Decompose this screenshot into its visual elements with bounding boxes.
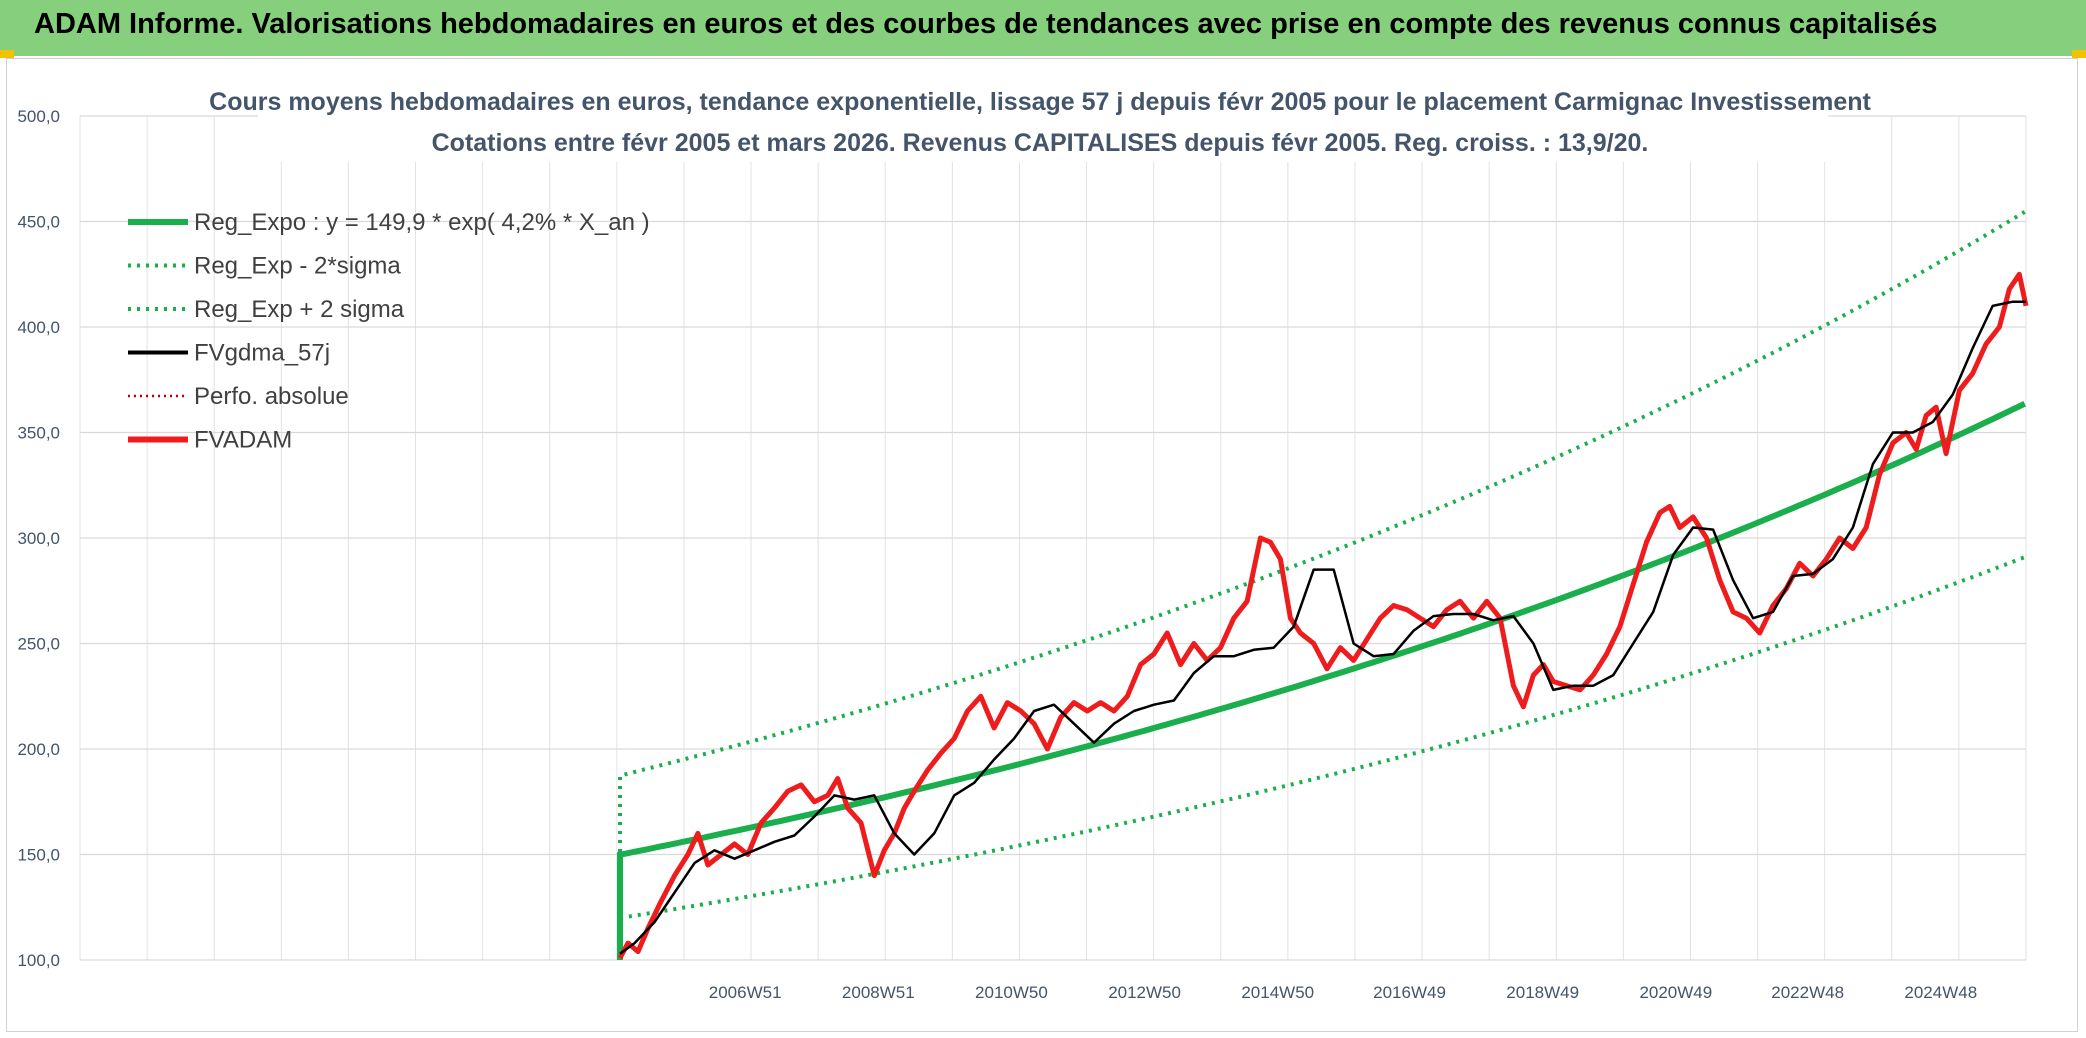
x-tick-label: 2006W51: [709, 983, 782, 1002]
legend-label: Perfo. absolue: [194, 383, 349, 410]
legend-label: FVgdma_57j: [194, 340, 330, 367]
report-banner: ADAM Informe. Valorisations hebdomadaire…: [0, 0, 2086, 56]
x-tick-label: 2016W49: [1373, 983, 1446, 1002]
series-fvadam-line: [617, 271, 2029, 960]
x-tick-label: 2024W48: [1904, 983, 1977, 1002]
y-tick-label: 150,0: [17, 846, 60, 865]
chart-title: Cours moyens hebdomadaires en euros, ten…: [209, 88, 1871, 116]
y-tick-label: 300,0: [17, 529, 60, 548]
legend-label: FVADAM: [194, 427, 292, 454]
x-tick-label: 2022W48: [1771, 983, 1844, 1002]
y-tick-label: 400,0: [17, 318, 60, 337]
x-tick-label: 2014W50: [1241, 983, 1314, 1002]
corner-mark-left: [0, 50, 14, 58]
x-tick-label: 2010W50: [975, 983, 1048, 1002]
x-tick-label: 2018W49: [1506, 983, 1579, 1002]
series-reg-exp-plus-2sigma-line: [618, 210, 2026, 960]
chart-legend: Reg_Expo : y = 149,9 * exp( 4,2% * X_an …: [128, 209, 650, 454]
y-tick-label: 100,0: [17, 951, 60, 970]
x-tick-label: 2012W50: [1108, 983, 1181, 1002]
title-backdrop: [258, 84, 1828, 162]
series-reg-exp-minus-2sigma-line: [619, 555, 2026, 920]
y-tick-label: 500,0: [17, 107, 60, 126]
series-fvgdma-57j-line: [619, 300, 2026, 955]
legend-label: Reg_Expo : y = 149,9 * exp( 4,2% * X_an …: [194, 209, 650, 236]
chart-frame: [6, 58, 2078, 1032]
y-tick-label: 350,0: [17, 424, 60, 443]
y-tick-label: 250,0: [17, 635, 60, 654]
chart-subtitle: Cotations entre févr 2005 et mars 2026. …: [432, 129, 1649, 157]
report-title: ADAM Informe. Valorisations hebdomadaire…: [34, 8, 1938, 40]
legend-label: Reg_Exp + 2 sigma: [194, 296, 405, 323]
y-tick-label: 450,0: [17, 213, 60, 232]
x-tick-label: 2020W49: [1639, 983, 1712, 1002]
chart-axes: 100,0 150,0 200,0 250,0 300,0 350,0 400,0 450,0…: [17, 107, 1977, 1002]
chart-grid: [79, 115, 2027, 961]
x-tick-label: 2008W51: [842, 983, 915, 1002]
corner-mark-right: [2072, 50, 2086, 58]
chart-series: [617, 210, 2029, 960]
series-reg-expo-line: [617, 400, 2026, 960]
y-tick-label: 200,0: [17, 740, 60, 759]
legend-label: Reg_Exp - 2*sigma: [194, 253, 401, 280]
